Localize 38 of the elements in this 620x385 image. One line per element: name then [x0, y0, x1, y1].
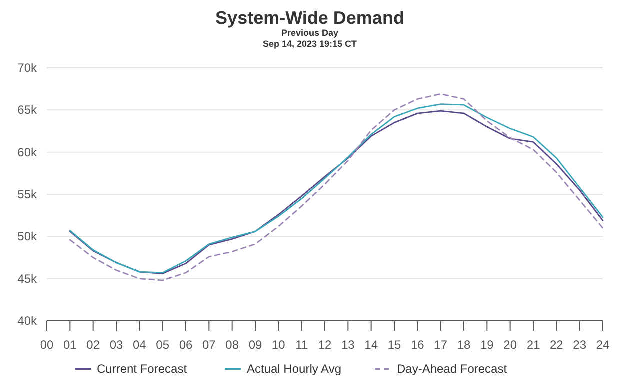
x-tick-label: 16	[410, 338, 425, 352]
x-tick-label: 05	[156, 338, 170, 352]
x-tick-label: 02	[86, 338, 100, 352]
legend-label: Current Forecast	[97, 362, 188, 376]
x-tick-label: 24	[596, 338, 610, 352]
x-tick-label: 18	[457, 338, 471, 352]
y-tick-label: 50k	[18, 230, 38, 244]
x-tick-label: 13	[341, 338, 356, 352]
y-tick-label: 65k	[18, 103, 38, 118]
x-tick-label: 21	[526, 338, 540, 352]
x-tick-label: 04	[132, 338, 147, 352]
y-tick-label: 45k	[18, 272, 38, 286]
y-tick-label: 70k	[18, 61, 38, 75]
x-tick-label: 20	[504, 338, 518, 352]
x-tick-label: 22	[550, 338, 564, 352]
y-tick-label: 60k	[18, 145, 38, 160]
x-tick-label: 10	[272, 338, 286, 352]
x-tick-label: 11	[296, 338, 308, 352]
x-tick-label: 00	[40, 338, 54, 352]
x-tick-label: 09	[248, 338, 262, 352]
x-tick-label: 19	[480, 338, 494, 352]
y-tick-label: 40k	[18, 314, 38, 328]
x-tick-label: 14	[364, 338, 378, 352]
x-tick-label: 15	[388, 338, 402, 352]
x-tick-label: 23	[573, 338, 587, 352]
x-tick-label: 08	[226, 338, 240, 352]
x-tick-label: 17	[434, 338, 448, 352]
text: Sep 14, 2023 19:15 CT	[262, 39, 358, 49]
y-tick-label: 55k	[18, 188, 38, 202]
x-tick-label: 01	[63, 338, 78, 352]
legend-label: Day-Ahead Forecast	[397, 362, 508, 376]
x-tick-label: 03	[110, 338, 124, 352]
x-tick-label: 12	[318, 338, 332, 352]
chart-title: System-Wide Demand	[216, 8, 404, 28]
x-tick-label: 06	[179, 338, 193, 352]
x-tick-label: 07	[202, 338, 216, 352]
legend-label: Actual Hourly Avg	[247, 362, 342, 376]
chart-subtitle: Previous Day	[281, 28, 339, 38]
